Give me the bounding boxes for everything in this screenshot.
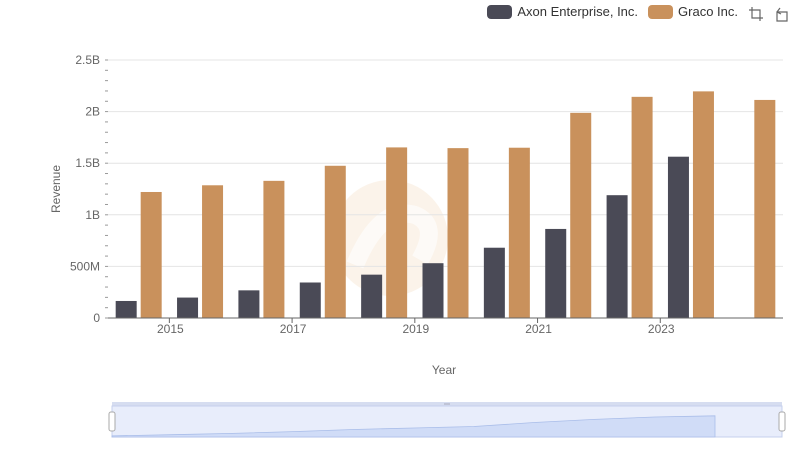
zoom-handle-left[interactable]	[108, 411, 116, 432]
bar-axon-2016[interactable]	[238, 290, 260, 318]
bar-graco-2016[interactable]	[263, 180, 285, 318]
y-axis-label: Revenue	[49, 164, 63, 214]
x-tick-label: 2021	[525, 322, 552, 336]
x-tick-label: 2015	[157, 322, 184, 336]
x-tick-label: 2017	[280, 322, 307, 336]
y-tick-label: 500M	[70, 259, 100, 273]
y-tick-label: 0	[93, 311, 100, 325]
legend-label-graco: Graco Inc.	[678, 4, 738, 19]
zoom-preview-area	[111, 415, 716, 438]
x-tick-label: 2019	[402, 322, 429, 336]
zoom-handle-right[interactable]	[778, 411, 786, 432]
bar-axon-2014[interactable]	[115, 300, 137, 318]
chart-bars	[115, 91, 776, 318]
bar-graco-2019[interactable]	[447, 148, 469, 318]
chart-toolbox	[748, 6, 790, 22]
legend-swatch-axon	[487, 4, 513, 19]
x-axis-label: Year	[431, 363, 457, 377]
zoom-select-icon[interactable]	[748, 6, 764, 22]
x-tick-label: 2023	[648, 322, 675, 336]
bar-axon-2019[interactable]	[422, 263, 444, 318]
bar-graco-2020[interactable]	[508, 147, 530, 318]
bar-graco-2014[interactable]	[140, 191, 162, 318]
legend-item-axon[interactable]: Axon Enterprise, Inc.	[487, 4, 638, 19]
bar-graco-2022[interactable]	[631, 96, 653, 318]
y-tick-label: 1.5B	[75, 156, 100, 170]
legend-label-axon: Axon Enterprise, Inc.	[517, 4, 639, 19]
bar-graco-2017[interactable]	[324, 165, 346, 318]
data-zoom-slider[interactable]	[108, 402, 786, 438]
y-tick-label: 1B	[85, 208, 100, 222]
bar-graco-2015[interactable]	[202, 185, 224, 318]
bar-graco-2018[interactable]	[386, 147, 408, 318]
bar-axon-2017[interactable]	[299, 282, 321, 318]
bar-graco-2021[interactable]	[570, 112, 592, 318]
bar-axon-2015[interactable]	[177, 297, 199, 318]
y-axis: 0 500M 1B 1.5B 2B 2.5B	[70, 53, 108, 325]
bar-axon-2020[interactable]	[483, 247, 505, 318]
x-axis: 2015 2017 2019 2021 2023	[108, 317, 783, 336]
legend-swatch-graco	[648, 4, 674, 19]
y-tick-label: 2B	[85, 105, 100, 119]
restore-icon[interactable]	[774, 6, 790, 22]
chart-legend: Axon Enterprise, Inc. Graco Inc.	[487, 4, 738, 19]
bar-graco-2024[interactable]	[754, 99, 776, 318]
bar-graco-2023[interactable]	[692, 91, 714, 318]
y-tick-label: 2.5B	[75, 53, 100, 67]
bar-axon-2022[interactable]	[606, 195, 628, 318]
legend-item-graco[interactable]: Graco Inc.	[648, 4, 738, 19]
bar-axon-2021[interactable]	[545, 228, 567, 318]
bar-axon-2018[interactable]	[361, 274, 383, 318]
bar-axon-2023[interactable]	[667, 156, 689, 318]
